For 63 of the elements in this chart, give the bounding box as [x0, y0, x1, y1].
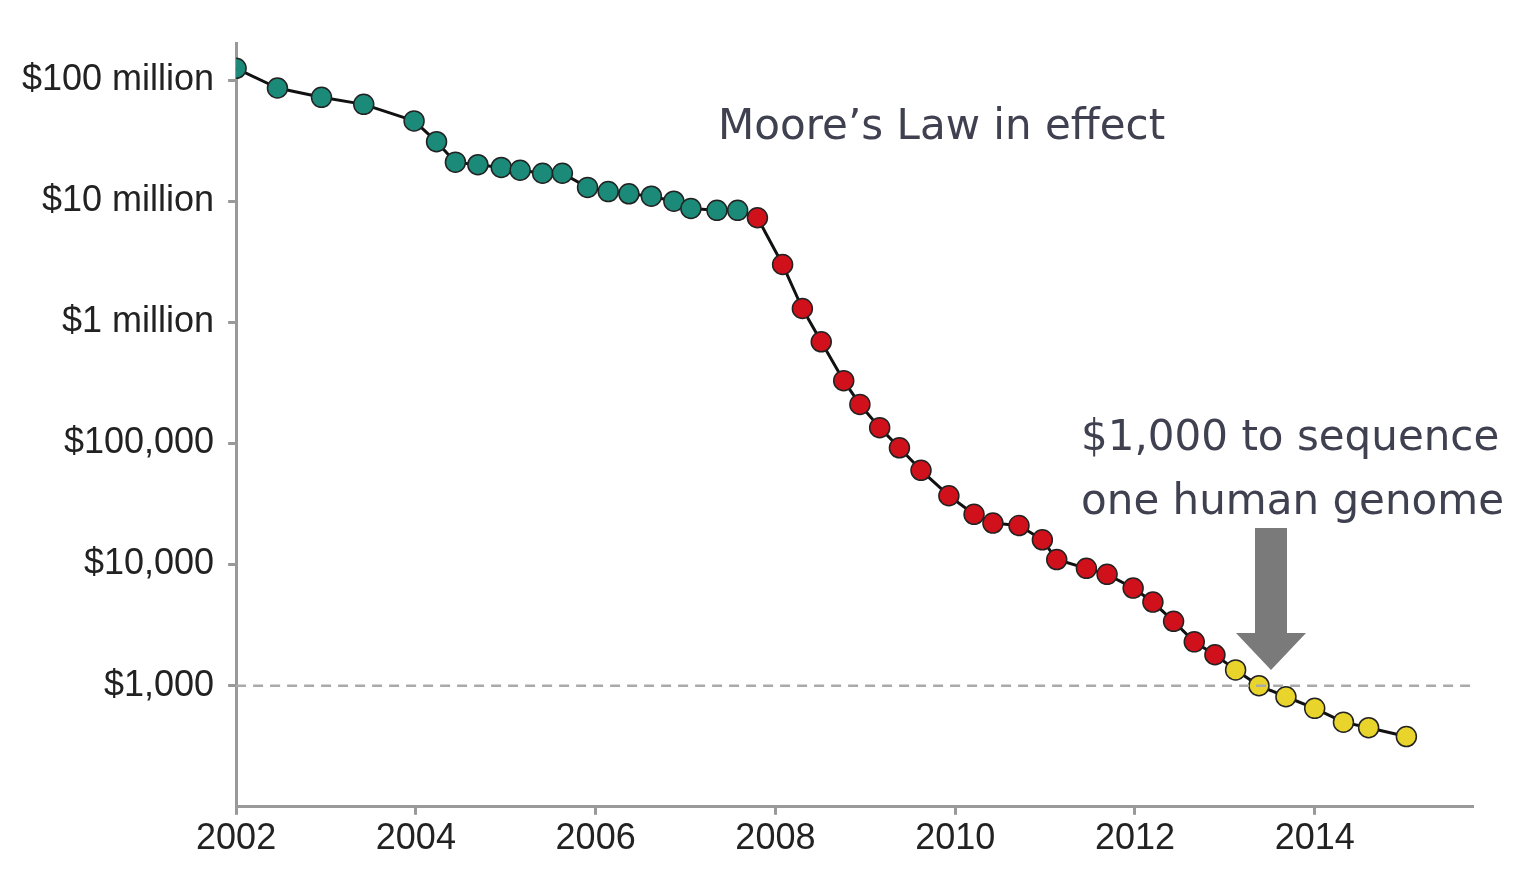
- point: [310, 86, 333, 109]
- point: [490, 156, 513, 179]
- point: [1008, 514, 1030, 537]
- point: [1045, 548, 1068, 571]
- annotation: Moore’s Law in effect: [718, 99, 1166, 149]
- point: [663, 190, 685, 212]
- y-tick-label: $10,000: [83, 541, 215, 583]
- point: [1303, 697, 1326, 720]
- point: [706, 199, 728, 222]
- x-tick-label: 2014: [1274, 816, 1355, 858]
- point: [1183, 631, 1206, 653]
- point: [467, 153, 489, 176]
- point: [938, 484, 960, 507]
- point: [1332, 711, 1355, 733]
- y-tick-label: $10 million: [42, 178, 215, 220]
- y-tick-label: $100,000: [63, 420, 215, 462]
- point: [832, 369, 855, 392]
- point: [680, 197, 702, 220]
- annotation: $1,000 to sequence one human genome: [1081, 410, 1504, 524]
- point: [791, 297, 814, 320]
- point: [1357, 716, 1380, 739]
- point: [266, 77, 289, 99]
- x-tick-label: 2004: [375, 816, 456, 858]
- point: [403, 110, 425, 132]
- point: [888, 437, 911, 459]
- y-tick-label: $1 million: [62, 299, 215, 341]
- point: [1224, 659, 1247, 681]
- point: [597, 180, 619, 203]
- y-tick-label: $100 million: [21, 56, 215, 98]
- point: [1395, 725, 1418, 748]
- x-tick-label: 2010: [915, 816, 996, 858]
- point: [746, 206, 769, 229]
- point: [771, 253, 794, 276]
- point: [1275, 686, 1297, 708]
- point: [1031, 529, 1054, 551]
- x-tick-label: 2006: [555, 816, 636, 858]
- point: [1204, 644, 1226, 666]
- point: [551, 162, 574, 185]
- point: [1122, 577, 1144, 599]
- point: [810, 331, 832, 353]
- y-tick-label: $1,000: [104, 662, 215, 704]
- point: [1248, 674, 1270, 697]
- point: [1162, 610, 1185, 633]
- point: [353, 93, 375, 116]
- point: [982, 512, 1004, 534]
- point: [1142, 591, 1164, 613]
- point: [963, 503, 985, 526]
- point: [868, 416, 891, 439]
- x-tick-label: 2012: [1094, 816, 1175, 858]
- point: [1096, 563, 1118, 586]
- point: [444, 151, 467, 173]
- x-tick-label: 2008: [735, 816, 816, 858]
- point: [425, 130, 448, 153]
- point: [726, 199, 749, 222]
- point: [640, 185, 663, 207]
- point: [849, 393, 871, 416]
- x-tick-label: 2002: [196, 816, 277, 858]
- point: [531, 162, 554, 185]
- point: [1075, 557, 1098, 580]
- point: [618, 183, 640, 205]
- point: [509, 159, 531, 182]
- point: [576, 176, 599, 199]
- point: [910, 459, 932, 482]
